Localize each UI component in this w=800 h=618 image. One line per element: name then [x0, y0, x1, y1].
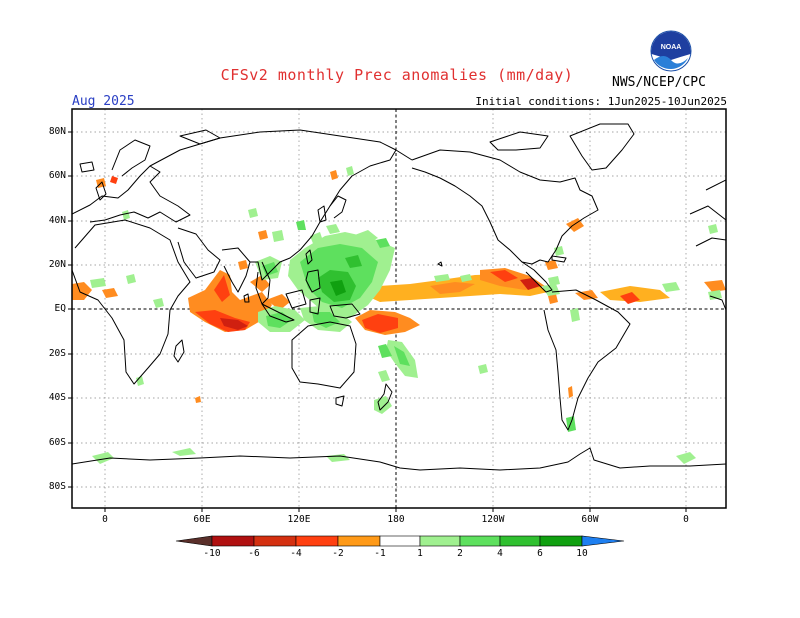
colorbar	[175, 535, 625, 547]
map-plot-area	[72, 109, 726, 508]
lat-label: 20N	[48, 259, 66, 270]
colorbar-label: 2	[457, 548, 463, 559]
lon-label: 0	[102, 514, 108, 525]
lon-label: 180	[387, 514, 405, 525]
colorbar-label: 1	[417, 548, 423, 559]
lat-label: 60N	[48, 170, 66, 181]
colorbar-swatch	[419, 535, 461, 547]
lon-label: 120W	[481, 514, 505, 525]
colorbar-label: -6	[248, 548, 260, 559]
colorbar-swatch	[499, 535, 541, 547]
agency-label: NWS/NCEP/CPC	[612, 75, 706, 90]
colorbar-label: 4	[497, 548, 503, 559]
colorbar-swatch	[539, 535, 583, 547]
noaa-logo: NOAA	[650, 30, 692, 72]
coastlines	[72, 123, 726, 471]
colorbar-swatch	[337, 535, 381, 547]
lon-label: 120E	[287, 514, 311, 525]
colorbar-swatch	[581, 535, 625, 547]
lat-label: 40N	[48, 215, 66, 226]
lon-label: 0	[683, 514, 689, 525]
colorbar-label: 10	[576, 548, 588, 559]
colorbar-label: -1	[374, 548, 386, 559]
axis-ticks	[68, 131, 687, 512]
lat-label: 60S	[48, 437, 66, 448]
colorbar-label: -4	[290, 548, 302, 559]
lat-label: 20S	[48, 348, 66, 359]
colorbar-swatch	[253, 535, 297, 547]
logo-text: NOAA	[661, 44, 682, 51]
colorbar-label: -2	[332, 548, 344, 559]
lat-label: 80N	[48, 126, 66, 137]
colorbar-swatch	[211, 535, 255, 547]
lon-label: 60W	[581, 514, 599, 525]
colorbar-label: 6	[537, 548, 543, 559]
month-label: Aug 2025	[72, 94, 135, 109]
initial-conditions: Initial conditions: 1Jun2025-10Jun2025	[475, 95, 727, 108]
dry-anomalies	[72, 170, 726, 403]
colorbar-swatch	[295, 535, 339, 547]
colorbar-swatch	[379, 535, 421, 547]
colorbar-label: -10	[203, 548, 221, 559]
wet-anomalies	[90, 166, 722, 464]
colorbar-swatch	[175, 535, 213, 547]
graticule	[72, 109, 726, 508]
lat-label: 80S	[48, 481, 66, 492]
lat-label: EQ	[54, 303, 66, 314]
chart-title: CFSv2 monthly Prec anomalies (mm/day)	[220, 66, 574, 84]
lat-label: 40S	[48, 392, 66, 403]
lon-label: 60E	[193, 514, 211, 525]
colorbar-swatch	[459, 535, 501, 547]
